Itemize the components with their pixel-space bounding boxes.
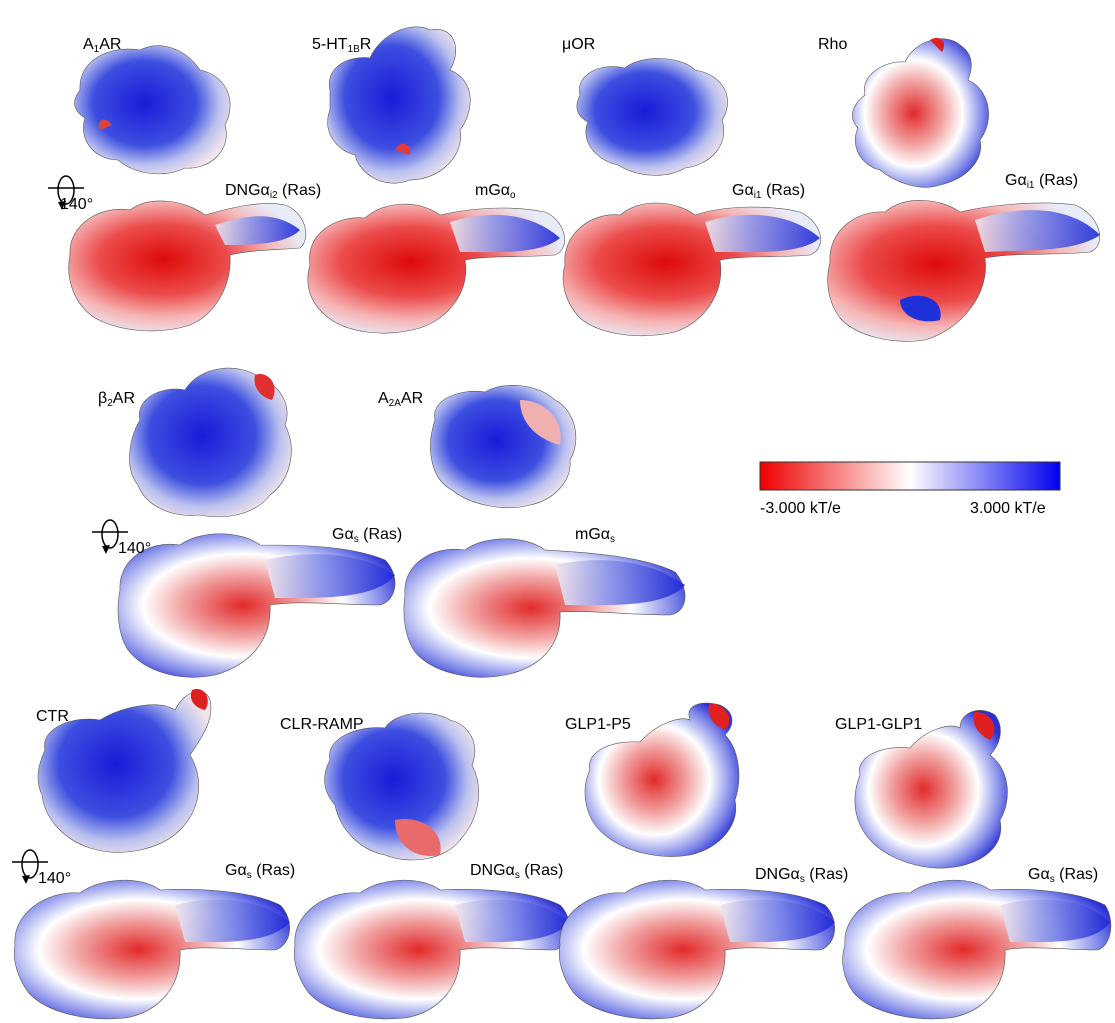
receptor-label: β2AR (98, 390, 135, 409)
rotation-label: 140° (60, 196, 94, 213)
gprotein-surface-gas-ras-row3-a (13, 879, 290, 1020)
gprotein-surface-mgas (403, 538, 686, 678)
receptor-surface-glp1-p5 (584, 702, 740, 857)
gprotein-label: DNGαs (Ras) (470, 862, 564, 881)
rotation-label: 140° (38, 870, 72, 887)
receptor-label: GLP1-GLP1 (835, 716, 923, 733)
gprotein-label: mGαo (475, 182, 516, 201)
receptor-surface-ctr (37, 689, 212, 853)
rotation-label: 140° (118, 540, 152, 557)
rotation-arrow-icon (48, 175, 84, 210)
receptor-label: CTR (36, 708, 69, 725)
gprotein-surface-mgao (307, 203, 565, 334)
receptor-label: 5-HT1BR (312, 36, 372, 55)
receptor-surface-b2ar (129, 367, 292, 518)
receptor-surface-clr-ramp (324, 712, 479, 861)
gprotein-surface-gai1-ras-b (827, 200, 1100, 342)
gprotein-surface-gas-ras-row3-b (842, 879, 1112, 1020)
gprotein-label: Gαs (Ras) (225, 862, 296, 881)
gprotein-surface-gai1-ras-a (562, 202, 821, 336)
receptor-surface-a2aar (430, 385, 577, 508)
receptor-surface-glp1-glp1 (854, 710, 1008, 869)
gprotein-surface-dngai2 (68, 200, 307, 332)
scale-min-label: -3.000 kT/e (760, 500, 841, 517)
receptor-label: CLR-RAMP (280, 716, 364, 733)
receptor-label: Rho (818, 36, 848, 53)
receptor-surface-muor (576, 58, 728, 176)
gprotein-label: Gαs (Ras) (332, 526, 403, 545)
receptor-surface-rho (852, 37, 989, 188)
scale-max-label: 3.000 kT/e (970, 500, 1046, 517)
color-scale-bar (759, 461, 1061, 491)
rotation-arrow-icon (12, 849, 48, 884)
gprotein-label: mGαs (575, 526, 616, 545)
gprotein-label: DNGαi2 (Ras) (225, 182, 322, 201)
gprotein-label: DNGαs (Ras) (755, 866, 849, 885)
receptor-label: A1AR (83, 36, 122, 55)
gprotein-label: Gαi1 (Ras) (732, 182, 806, 201)
receptor-surface-a1ar (74, 45, 231, 175)
gprotein-surface-dngas-ras-b (558, 879, 835, 1020)
gprotein-label: Gαi1 (Ras) (1005, 172, 1079, 191)
receptor-surface-5ht1br (327, 26, 471, 184)
receptor-label: μOR (562, 36, 596, 53)
receptor-label: GLP1-P5 (565, 716, 631, 733)
rotation-arrow-icon (92, 519, 128, 554)
receptor-label: A2AAR (378, 390, 424, 409)
gprotein-label: Gαs (Ras) (1028, 866, 1099, 885)
gprotein-surface-gas-ras-row2 (117, 533, 396, 678)
gprotein-surface-dngas-ras-a (293, 879, 570, 1020)
